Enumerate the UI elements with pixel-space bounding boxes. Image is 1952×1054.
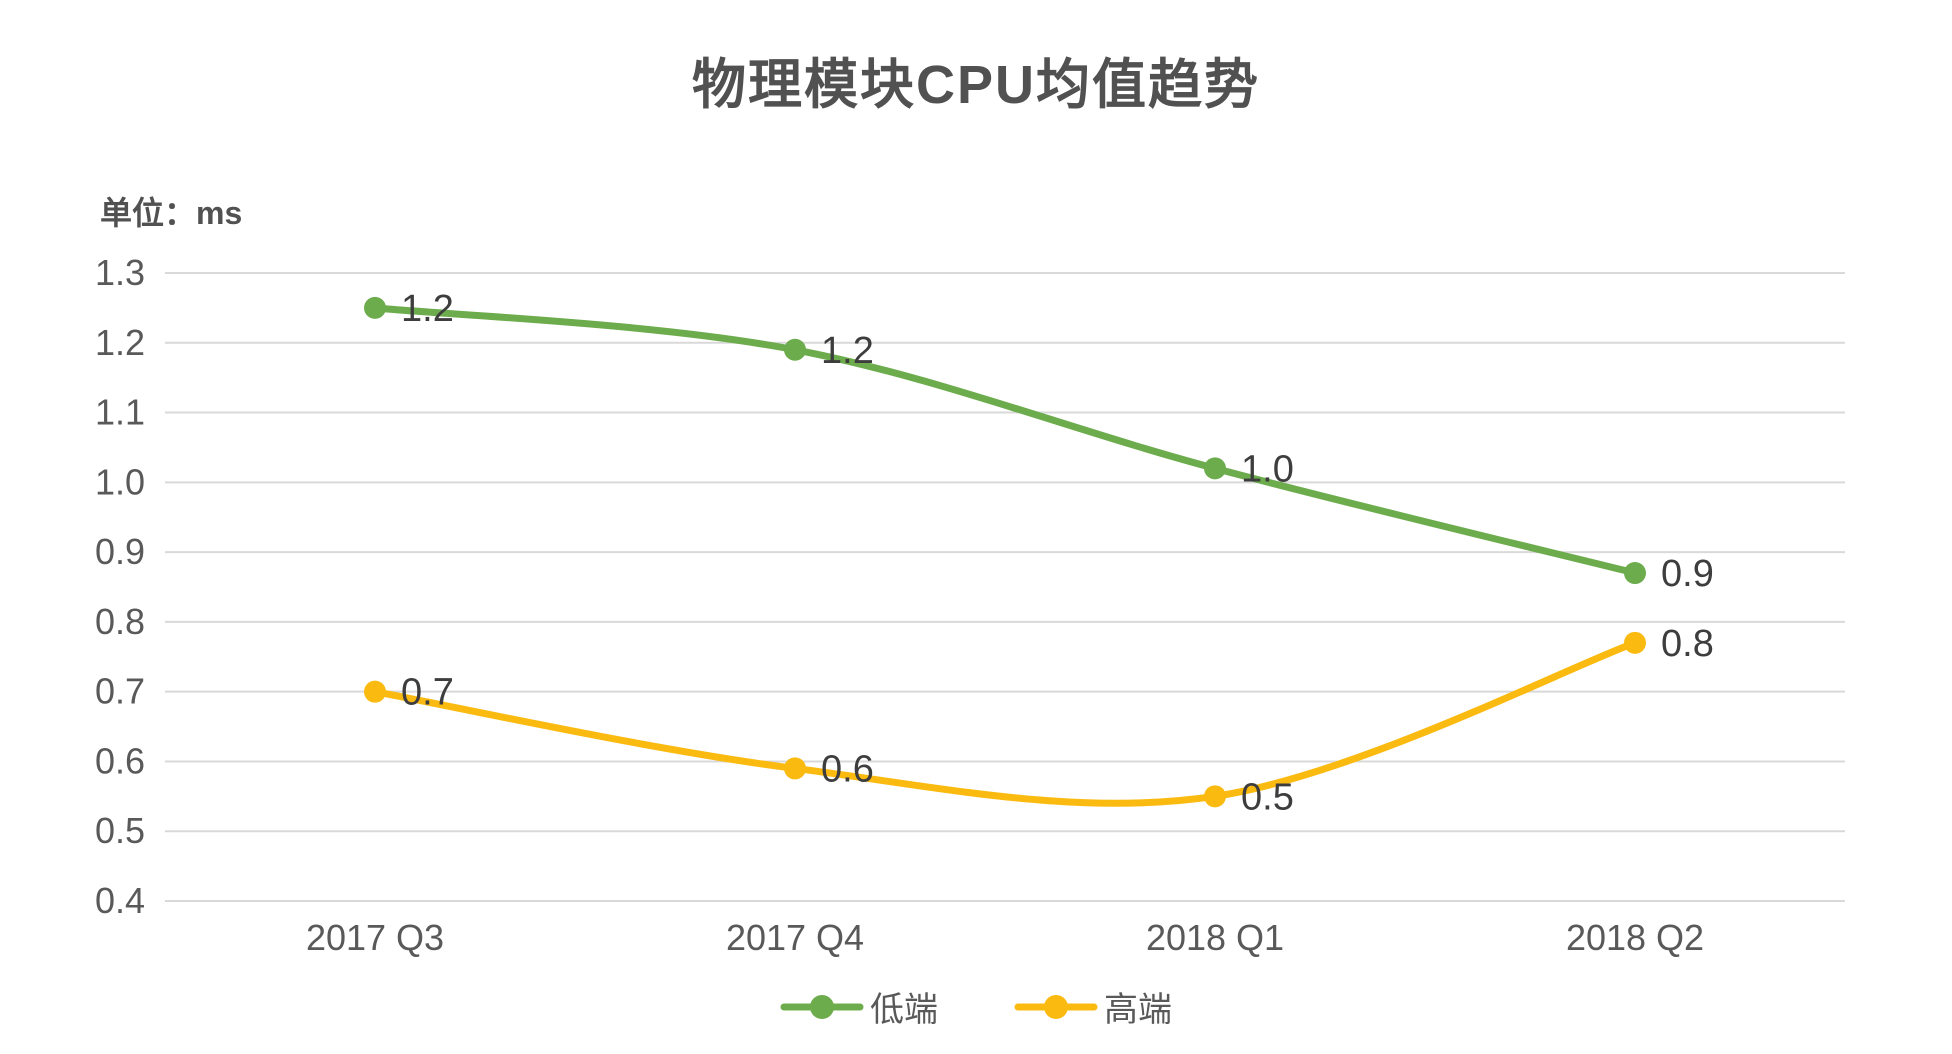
legend-item-0: 低端 (780, 982, 938, 1031)
data-point-0-1 (784, 338, 806, 361)
x-tick-label: 2018 Q1 (1146, 917, 1284, 958)
data-label: 0.6 (821, 748, 874, 790)
x-tick-label: 2018 Q2 (1566, 917, 1704, 958)
data-point-0-2 (1204, 457, 1226, 480)
x-tick-label: 2017 Q3 (306, 917, 444, 958)
y-tick-label: 1.2 (95, 322, 145, 363)
y-tick-label: 1.0 (95, 461, 145, 502)
data-label: 1.0 (1241, 448, 1294, 490)
data-point-1-0 (364, 680, 386, 703)
series-line-0 (371, 304, 1639, 577)
chart-legend: 低端 高端 (0, 982, 1952, 1031)
y-tick-label: 0.6 (95, 740, 145, 781)
data-label: 1.2 (401, 288, 454, 330)
y-tick-label: 1.3 (95, 252, 145, 293)
legend-marker-icon (1014, 994, 1098, 1019)
data-point-0-3 (1624, 562, 1646, 585)
x-tick-label: 2017 Q4 (726, 917, 864, 958)
data-point-1-1 (784, 757, 806, 780)
data-point-1-2 (1204, 785, 1226, 808)
chart-title: 物理模块CPU均值趋势 (691, 55, 1260, 115)
legend-label: 高端 (1104, 991, 1172, 1029)
data-label: 0.7 (401, 672, 454, 714)
y-tick-label: 0.4 (95, 880, 145, 921)
y-tick-label: 1.1 (95, 392, 145, 433)
data-point-0-0 (364, 296, 386, 319)
series-line-1 (371, 639, 1639, 807)
data-label: 0.9 (1661, 553, 1714, 595)
legend-item-1: 高端 (1014, 982, 1172, 1031)
data-point-1-3 (1624, 631, 1646, 654)
legend-marker-icon (780, 994, 864, 1019)
unit-label: 单位：ms (100, 195, 243, 231)
y-tick-label: 0.9 (95, 531, 145, 572)
y-tick-label: 0.5 (95, 810, 145, 851)
y-tick-label: 0.7 (95, 671, 145, 712)
legend-label: 低端 (870, 991, 938, 1029)
data-label: 1.2 (821, 330, 874, 372)
data-label: 0.5 (1241, 776, 1294, 818)
data-label: 0.8 (1661, 623, 1714, 665)
y-tick-label: 0.8 (95, 601, 145, 642)
